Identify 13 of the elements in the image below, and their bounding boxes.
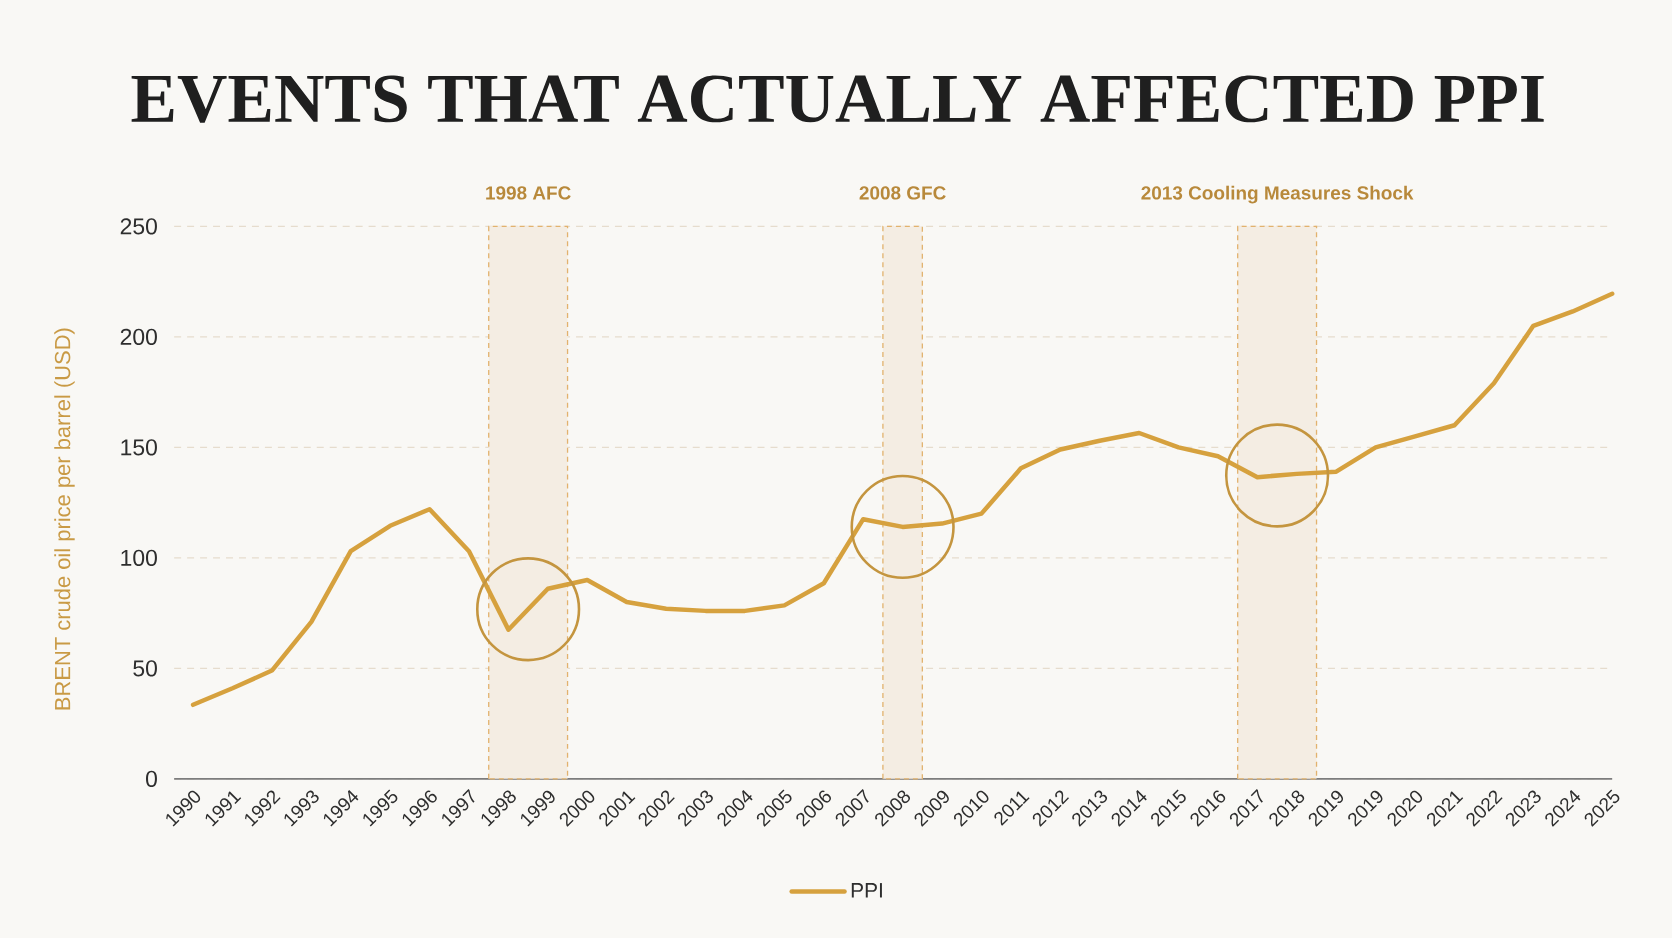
chart-title: EVENTS THAT ACTUALLY AFFECTED PPI bbox=[131, 75, 1544, 123]
y-tick-label: 200 bbox=[120, 328, 157, 345]
band-label: 1998 AFC bbox=[486, 186, 571, 200]
y-tick-label: 150 bbox=[121, 439, 157, 456]
y-axis-title: BRENT crude oil price per barrel (USD) bbox=[54, 328, 75, 710]
y-tick-label: 100 bbox=[121, 549, 157, 566]
band-label: 2008 GFC bbox=[859, 186, 946, 200]
y-tick-label: 0 bbox=[146, 770, 157, 787]
y-tick-label: 250 bbox=[120, 218, 157, 235]
y-tick-label: 50 bbox=[133, 660, 157, 677]
line-series bbox=[190, 291, 1615, 707]
legend-label: PPI bbox=[851, 882, 882, 898]
band-label: 2013 Cooling Measures Shock bbox=[1141, 185, 1414, 204]
